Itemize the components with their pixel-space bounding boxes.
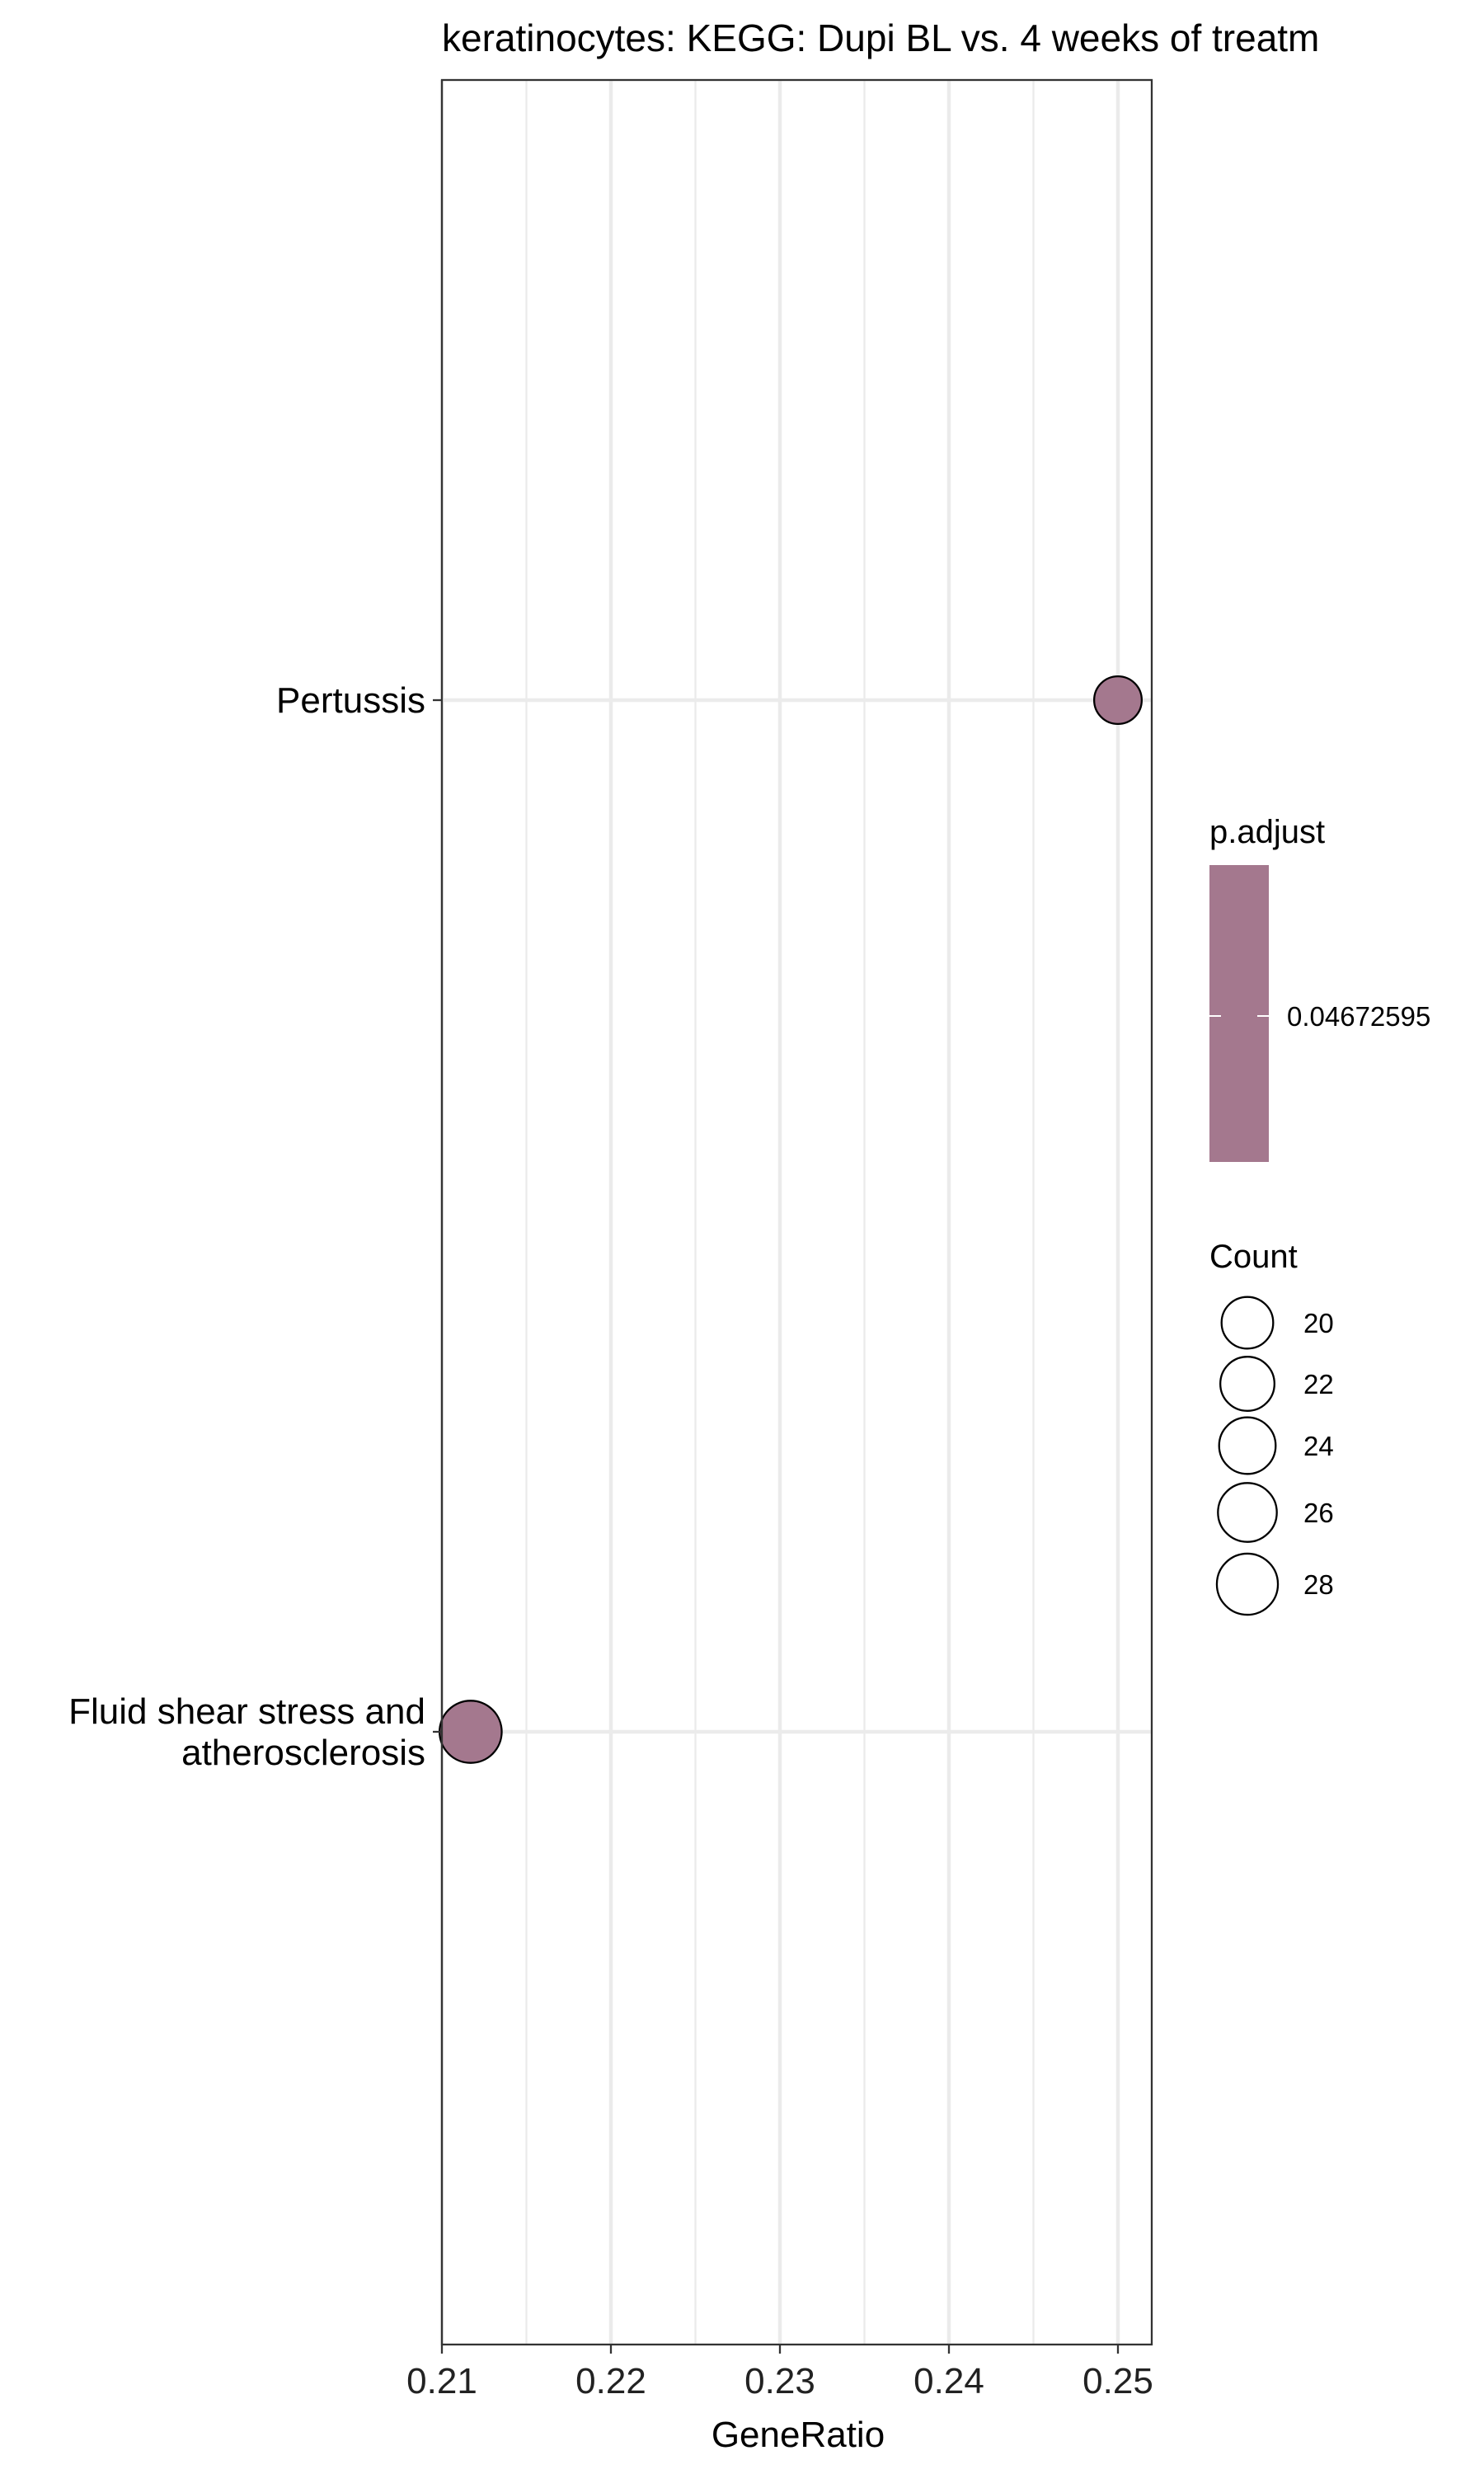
data-point	[1092, 675, 1144, 726]
color-legend-title: p.adjust	[1209, 814, 1325, 850]
size-legend-label: 26	[1303, 1498, 1334, 1528]
x-tick-label: 0.23	[744, 2361, 815, 2401]
x-tick-label: 0.21	[406, 2361, 477, 2401]
y-tick-label: Fluid shear stress and atherosclerosis	[68, 1691, 425, 1773]
size-legend-label: 24	[1303, 1431, 1334, 1461]
y-axis: Pertussis Fluid shear stress and atheroscl…	[68, 680, 442, 1773]
size-legend-key	[1217, 1482, 1278, 1543]
x-tick-label: 0.24	[913, 2361, 984, 2401]
color-legend-bar	[1209, 865, 1269, 1162]
size-legend-key	[1220, 1296, 1275, 1350]
size-legend-key	[1218, 1416, 1277, 1475]
plot-grid	[439, 80, 1152, 2345]
plot-panel-border	[440, 78, 1153, 2346]
size-legend-key	[1219, 1356, 1275, 1412]
size-legend: Count 20 22 24 26 28	[1209, 1239, 1334, 1616]
size-legend-title: Count	[1209, 1239, 1298, 1275]
x-axis-label: GeneRatio	[711, 2415, 885, 2455]
y-tick-label: Pertussis	[276, 680, 425, 721]
size-legend-label: 22	[1303, 1369, 1334, 1399]
chart-title: keratinocytes: KEGG: Dupi BL vs. 4 weeks…	[442, 16, 1319, 59]
size-legend-label: 20	[1303, 1308, 1334, 1338]
color-legend-label: 0.04672595	[1287, 1001, 1430, 1032]
data-point	[439, 1700, 503, 1764]
x-tick-label: 0.25	[1082, 2361, 1153, 2401]
color-legend: p.adjust 0.04672595	[1209, 814, 1430, 1162]
x-tick-label: 0.22	[575, 2361, 646, 2401]
size-legend-key	[1215, 1552, 1280, 1616]
x-axis: 0.21 0.22 0.23 0.24 0.25	[406, 2345, 1153, 2401]
size-legend-label: 28	[1303, 1569, 1334, 1600]
data-points	[439, 675, 1144, 1764]
